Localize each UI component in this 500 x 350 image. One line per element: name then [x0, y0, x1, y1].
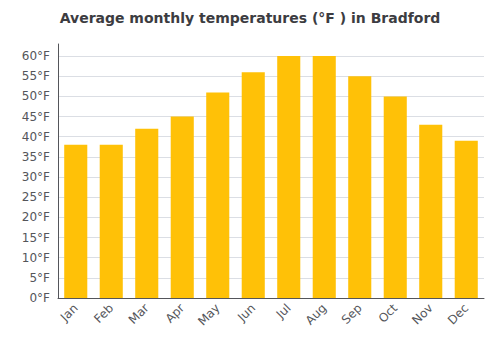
svg-text:60°F: 60°F [22, 49, 50, 63]
svg-text:25°F: 25°F [22, 190, 50, 204]
svg-text:Mar: Mar [126, 301, 152, 327]
svg-text:20°F: 20°F [22, 210, 50, 224]
svg-text:5°F: 5°F [29, 271, 50, 285]
svg-text:10°F: 10°F [22, 251, 50, 265]
svg-text:Sep: Sep [339, 301, 365, 327]
svg-text:50°F: 50°F [22, 89, 50, 103]
svg-text:Average monthly temperatures (: Average monthly temperatures (°F ) in Br… [60, 10, 441, 26]
svg-text:Nov: Nov [409, 301, 435, 327]
svg-text:15°F: 15°F [22, 231, 50, 245]
svg-text:Aug: Aug [303, 301, 329, 327]
svg-text:Jun: Jun [234, 301, 258, 325]
svg-text:May: May [195, 301, 222, 328]
svg-text:Feb: Feb [91, 301, 116, 326]
svg-text:30°F: 30°F [22, 170, 50, 184]
svg-text:45°F: 45°F [22, 110, 50, 124]
svg-text:Jan: Jan [57, 301, 81, 325]
svg-text:40°F: 40°F [22, 130, 50, 144]
svg-text:Apr: Apr [163, 301, 188, 326]
svg-text:Jul: Jul [273, 301, 294, 322]
svg-text:0°F: 0°F [29, 291, 50, 305]
svg-text:55°F: 55°F [22, 69, 50, 83]
svg-text:Dec: Dec [445, 301, 471, 327]
svg-text:35°F: 35°F [22, 150, 50, 164]
svg-text:Oct: Oct [376, 301, 401, 326]
